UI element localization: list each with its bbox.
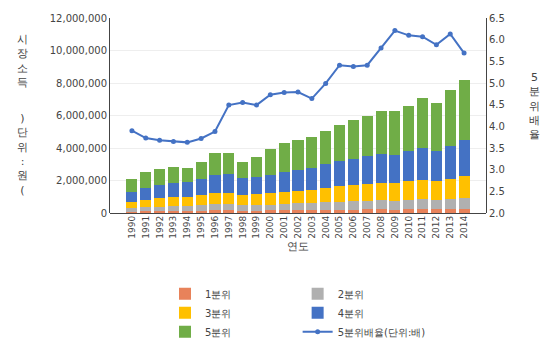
svg-text:3분위: 3분위	[205, 308, 231, 319]
svg-text:2007: 2007	[362, 216, 372, 239]
svg-text:2.5: 2.5	[489, 186, 505, 197]
svg-text:2003: 2003	[307, 216, 317, 239]
svg-text:5분위: 5분위	[205, 327, 231, 338]
svg-text:1992: 1992	[155, 216, 165, 239]
svg-text:4.0: 4.0	[489, 121, 505, 132]
svg-text:4.5: 4.5	[489, 99, 505, 110]
svg-text:4분위: 4분위	[338, 308, 364, 319]
svg-text:연도: 연도	[287, 240, 309, 253]
svg-text:1997: 1997	[224, 216, 234, 239]
svg-text:5.5: 5.5	[489, 56, 505, 67]
svg-text:2013: 2013	[445, 216, 455, 239]
svg-text:6,000,000: 6,000,000	[56, 110, 107, 121]
svg-text:0: 0	[101, 208, 107, 219]
svg-text:1996: 1996	[210, 216, 220, 239]
svg-text:2009: 2009	[390, 216, 400, 239]
svg-text:)단위:원(: )단위:원(	[17, 112, 28, 197]
svg-text:2분위: 2분위	[338, 289, 364, 300]
svg-text:1993: 1993	[168, 216, 178, 239]
svg-text:3.0: 3.0	[489, 164, 505, 175]
svg-text:1990: 1990	[127, 216, 137, 239]
svg-text:6.5: 6.5	[489, 13, 505, 24]
svg-text:2,000,000: 2,000,000	[56, 175, 107, 186]
svg-text:1998: 1998	[238, 216, 248, 239]
svg-text:2008: 2008	[376, 216, 386, 239]
svg-text:2001: 2001	[279, 216, 289, 239]
svg-text:2012: 2012	[431, 216, 441, 239]
svg-text:1994: 1994	[182, 216, 192, 239]
svg-text:6.0: 6.0	[489, 34, 505, 45]
svg-text:2014: 2014	[459, 216, 469, 239]
svg-text:5분위배율: 5분위배율	[529, 71, 540, 141]
svg-text:5분위배율(단위:배): 5분위배율(단위:배)	[338, 327, 426, 338]
svg-text:12,000,000: 12,000,000	[50, 13, 107, 24]
svg-text:2010: 2010	[404, 216, 414, 239]
svg-text:1991: 1991	[141, 216, 151, 239]
svg-text:4,000,000: 4,000,000	[56, 143, 107, 154]
svg-text:1995: 1995	[196, 216, 206, 239]
svg-text:2006: 2006	[348, 216, 358, 239]
svg-text:1999: 1999	[251, 216, 261, 239]
svg-text:2000: 2000	[265, 216, 275, 239]
svg-text:5.0: 5.0	[489, 78, 505, 89]
svg-text:2005: 2005	[334, 216, 344, 239]
svg-text:2004: 2004	[321, 216, 331, 239]
svg-text:2.0: 2.0	[489, 208, 505, 219]
svg-text:시장소득: 시장소득	[17, 33, 28, 89]
svg-text:10,000,000: 10,000,000	[50, 45, 107, 56]
svg-text:2002: 2002	[293, 216, 303, 239]
svg-text:3.5: 3.5	[489, 143, 505, 154]
svg-text:8,000,000: 8,000,000	[56, 78, 107, 89]
svg-text:1분위: 1분위	[205, 289, 231, 300]
svg-text:2011: 2011	[417, 216, 427, 239]
